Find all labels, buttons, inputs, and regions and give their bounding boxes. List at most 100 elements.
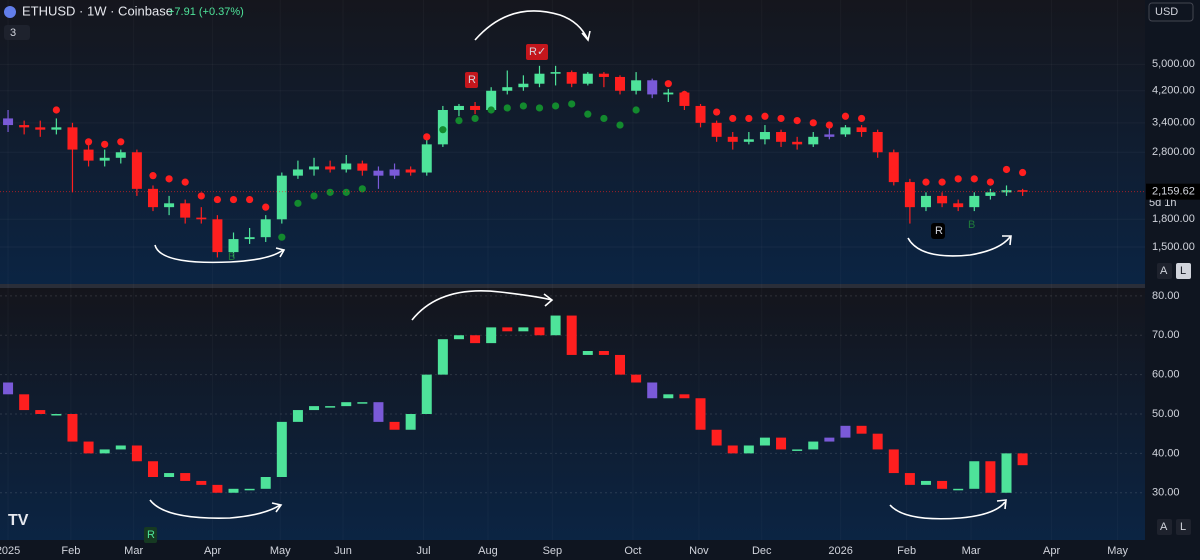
candle-body [776, 437, 787, 450]
candle-body [453, 335, 464, 340]
candle-body [19, 394, 30, 411]
candle-body [276, 421, 287, 477]
y-tick-label: 60.00 [1152, 369, 1180, 381]
y-tick-label: 2,800.00 [1152, 146, 1195, 158]
signal-dot [149, 172, 157, 180]
x-tick-label: Sep [543, 545, 563, 557]
candle-body [180, 473, 191, 481]
currency-box[interactable] [1148, 2, 1194, 22]
button-label[interactable]: A [1160, 521, 1168, 533]
button[interactable] [1157, 263, 1172, 279]
candle-body [518, 83, 529, 88]
candle-body [260, 219, 271, 238]
signal-dot [455, 117, 463, 125]
signal-dot [213, 195, 222, 204]
candle-body [405, 169, 416, 173]
button-label[interactable]: A [1160, 265, 1168, 277]
x-tick-label: Apr [1043, 545, 1060, 557]
y-tick-label: 5,000.00 [1152, 58, 1195, 70]
button-label[interactable]: L [1180, 265, 1186, 277]
button-label[interactable]: L [1180, 521, 1186, 533]
candle-body [840, 127, 851, 135]
signal-dot [696, 108, 705, 116]
coin-icon [4, 6, 16, 18]
candle-body [615, 354, 626, 375]
candle-body [260, 477, 271, 489]
candle-body [856, 425, 867, 434]
signal-dot [294, 199, 302, 207]
indicator-toggle[interactable] [4, 25, 30, 40]
candle-body [937, 480, 948, 489]
signal-dot [809, 119, 817, 127]
candle-body [341, 163, 352, 170]
y-tick-label: 40.00 [1152, 447, 1180, 459]
signal-dot [423, 133, 431, 141]
x-tick-label: Jun [334, 545, 352, 557]
signal-dot [503, 104, 511, 112]
signal-dot [165, 175, 173, 183]
x-tick-label: Mar [124, 545, 143, 557]
candle-body [437, 339, 448, 375]
x-tick-label: Nov [689, 545, 709, 557]
signal-dot [535, 104, 544, 112]
currency[interactable]: USD [1155, 6, 1178, 18]
signal-dot [1019, 168, 1027, 177]
arrow [154, 244, 286, 264]
signal-tag [526, 44, 548, 60]
signal-dot [906, 181, 914, 190]
signal-dot [197, 192, 205, 200]
y-tick-label: 30.00 [1152, 487, 1180, 499]
signal-dot [310, 192, 318, 200]
signal-dot [52, 106, 60, 114]
signal-dot [229, 195, 238, 204]
signal-dot [857, 114, 866, 123]
candle-body [711, 122, 722, 137]
x-tick-label: Feb [897, 545, 916, 557]
candle-body [373, 170, 384, 176]
price-axis [1145, 0, 1200, 560]
candle-body [309, 166, 320, 170]
candle-body [888, 449, 899, 474]
candle-body [695, 398, 706, 430]
signal-dot [278, 233, 286, 241]
time-axis [0, 540, 1145, 560]
signal-dot [358, 185, 366, 193]
candle-body [51, 127, 62, 130]
candle-body [824, 134, 835, 137]
y-tick-label: 50.00 [1152, 408, 1180, 420]
y-tick-label: 1,500.00 [1152, 241, 1195, 253]
candle-body [566, 315, 577, 355]
signal-dot [793, 117, 801, 125]
signal-dot [745, 114, 753, 123]
button[interactable] [1157, 519, 1172, 535]
y-tick-label: 70.00 [1152, 329, 1180, 341]
candle-body [969, 461, 980, 489]
candle-body [727, 136, 738, 142]
change: +7.91 (+0.37%) [168, 6, 244, 18]
signal-dot [922, 178, 930, 186]
x-tick-label: Mar [962, 545, 981, 557]
signal: R [468, 74, 476, 86]
indicator-count[interactable]: 3 [10, 27, 16, 39]
candle-body [953, 203, 964, 208]
candle-body [131, 152, 142, 189]
candle-body [808, 136, 819, 145]
candle-body [985, 192, 996, 196]
button[interactable] [1176, 519, 1191, 535]
candle-body [759, 132, 770, 140]
x-tick-label: Aug [478, 545, 498, 557]
price-label: 2,159.62 [1152, 186, 1195, 198]
candle-body [212, 219, 223, 253]
candle-body [598, 73, 609, 77]
candle-body [244, 488, 255, 491]
candle-body [228, 239, 239, 253]
candle-body [920, 480, 931, 485]
button[interactable] [1176, 263, 1191, 279]
x-tick-label: Jul [417, 545, 431, 557]
signal-dot [616, 121, 624, 129]
candle-body [147, 461, 158, 477]
candle-body [51, 414, 62, 416]
price-tag [1146, 183, 1200, 200]
candle-body [647, 382, 658, 399]
